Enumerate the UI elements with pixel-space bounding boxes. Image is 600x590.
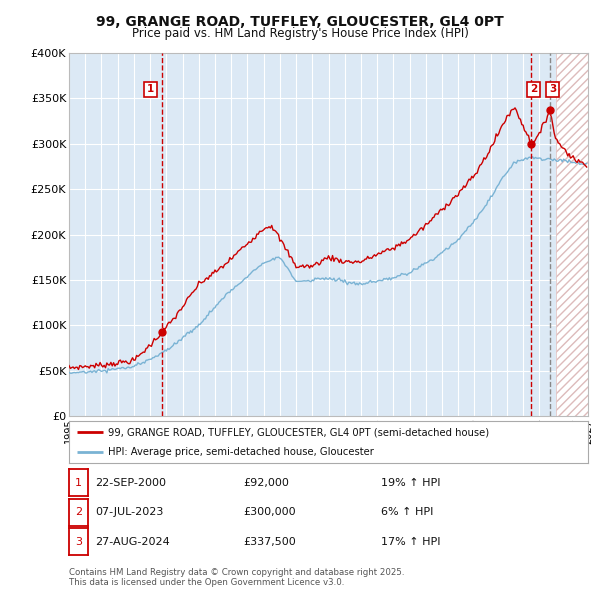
Bar xyxy=(556,53,588,416)
Text: HPI: Average price, semi-detached house, Gloucester: HPI: Average price, semi-detached house,… xyxy=(108,447,374,457)
Text: 17% ↑ HPI: 17% ↑ HPI xyxy=(381,537,440,546)
Text: 3: 3 xyxy=(75,537,82,546)
Text: Price paid vs. HM Land Registry's House Price Index (HPI): Price paid vs. HM Land Registry's House … xyxy=(131,27,469,40)
Text: 27-AUG-2024: 27-AUG-2024 xyxy=(95,537,170,546)
Text: 07-JUL-2023: 07-JUL-2023 xyxy=(95,507,164,517)
Text: £300,000: £300,000 xyxy=(243,507,296,517)
Text: 2: 2 xyxy=(75,507,82,517)
Text: £337,500: £337,500 xyxy=(243,537,296,546)
Text: 99, GRANGE ROAD, TUFFLEY, GLOUCESTER, GL4 0PT (semi-detached house): 99, GRANGE ROAD, TUFFLEY, GLOUCESTER, GL… xyxy=(108,427,489,437)
Bar xyxy=(556,53,588,416)
Text: 1: 1 xyxy=(147,84,154,94)
Text: 1: 1 xyxy=(75,478,82,487)
Text: 6% ↑ HPI: 6% ↑ HPI xyxy=(381,507,433,517)
Text: 19% ↑ HPI: 19% ↑ HPI xyxy=(381,478,440,487)
Text: 3: 3 xyxy=(549,84,556,94)
Text: 99, GRANGE ROAD, TUFFLEY, GLOUCESTER, GL4 0PT: 99, GRANGE ROAD, TUFFLEY, GLOUCESTER, GL… xyxy=(96,15,504,29)
Text: 2: 2 xyxy=(530,84,537,94)
Text: £92,000: £92,000 xyxy=(243,478,289,487)
Text: Contains HM Land Registry data © Crown copyright and database right 2025.
This d: Contains HM Land Registry data © Crown c… xyxy=(69,568,404,587)
Text: 22-SEP-2000: 22-SEP-2000 xyxy=(95,478,166,487)
